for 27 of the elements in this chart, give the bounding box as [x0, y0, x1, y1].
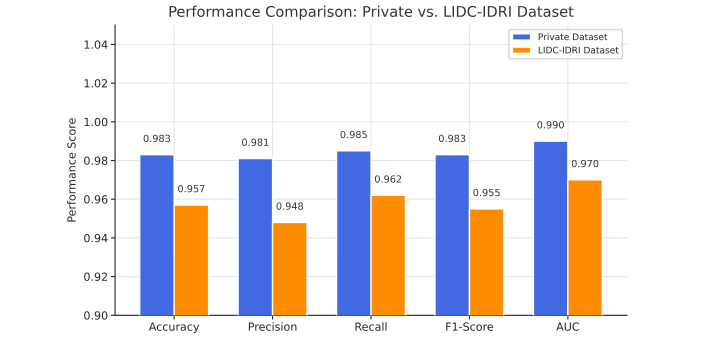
data-label: 0.981 [242, 138, 268, 146]
data-label: 0.962 [374, 175, 402, 183]
data-label: 0.983 [144, 134, 170, 142]
y-tick-label: 1.00 [84, 118, 108, 126]
x-tick-label: AUC [556, 322, 580, 331]
legend-label: Private Dataset [538, 33, 608, 40]
legend-label: LIDC-IDRI Dataset [538, 46, 619, 54]
data-label: 0.955 [473, 188, 500, 196]
x-tick-label: Accuracy [148, 322, 200, 333]
x-tick-label: F1-Score [446, 322, 494, 331]
data-label: 0.970 [572, 160, 598, 168]
y-tick-label: 1.04 [84, 40, 108, 49]
y-tick-label: 0.90 [84, 311, 108, 320]
chart-title: Performance Comparison: Private vs. LIDC-IDRI Dataset [170, 6, 574, 20]
y-tick-label: 0.92 [84, 272, 108, 281]
data-label: 0.985 [340, 130, 367, 138]
data-label: 0.948 [276, 202, 304, 210]
y-tick-label: 0.94 [84, 234, 108, 242]
data-label: 0.990 [537, 121, 564, 129]
data-label: 0.983 [438, 134, 466, 142]
x-tick-label: Recall [356, 322, 387, 331]
y-tick-label: 0.96 [84, 195, 108, 204]
y-tick-label: 1.02 [84, 79, 108, 88]
y-tick-label: 0.98 [84, 156, 108, 165]
data-label: 0.957 [178, 184, 204, 192]
y-axis-title: Performance Score [67, 118, 76, 222]
x-tick-label: Precision [248, 322, 296, 331]
